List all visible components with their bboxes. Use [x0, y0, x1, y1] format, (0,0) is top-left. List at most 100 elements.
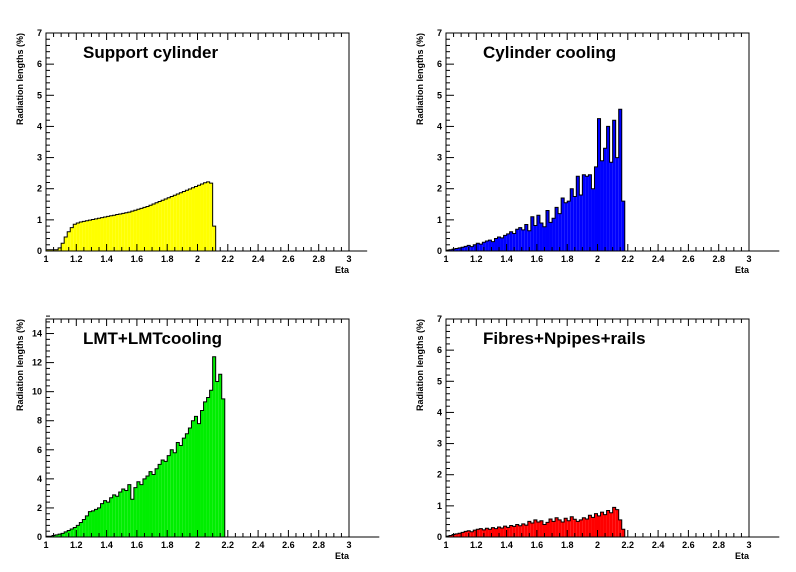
histogram-bar — [88, 511, 92, 537]
histogram-bar — [212, 356, 216, 537]
x-tick-label: 2.2 — [222, 540, 235, 550]
histogram-bar — [64, 531, 68, 537]
histogram-bar — [585, 518, 589, 537]
histogram-bar — [603, 514, 607, 537]
histogram-bar — [612, 120, 616, 251]
histogram-bar — [133, 210, 137, 251]
histogram-bar — [609, 162, 613, 251]
histogram-bar — [85, 515, 89, 537]
histogram-bar — [503, 235, 507, 251]
x-tick-label: 2.2 — [222, 254, 235, 264]
x-tick-label: 2 — [195, 540, 200, 550]
histogram-bar — [185, 433, 189, 537]
histogram-bar — [539, 520, 543, 537]
y-tick-label: 3 — [437, 439, 442, 449]
x-tick-label: 1.4 — [500, 540, 513, 550]
histogram-bar — [533, 225, 537, 251]
histogram-bar — [149, 205, 153, 251]
histogram-bar — [585, 176, 589, 251]
y-tick-label: 6 — [437, 345, 442, 355]
histogram-bar — [579, 194, 583, 251]
histogram-bar — [612, 507, 616, 537]
histogram-bar — [73, 527, 77, 537]
x-tick-label: 1.8 — [161, 254, 174, 264]
histogram-bar — [527, 230, 531, 251]
y-tick-label: 6 — [37, 59, 42, 69]
histogram-bar — [497, 236, 501, 251]
x-tick-label: 2.4 — [252, 254, 265, 264]
x-tick-label: 2.2 — [622, 254, 635, 264]
x-tick-label: 2.6 — [682, 254, 695, 264]
y-tick-label: 2 — [437, 184, 442, 194]
y-tick-label: 4 — [437, 121, 442, 131]
y-tick-label: 5 — [437, 376, 442, 386]
histogram-bar — [482, 242, 486, 251]
histogram-bar — [139, 208, 143, 251]
histogram-bar — [58, 247, 62, 251]
histogram-bar — [521, 229, 525, 251]
histogram-bar — [94, 509, 98, 537]
histogram-bar — [55, 249, 59, 251]
x-tick-label: 1.6 — [531, 540, 544, 550]
histogram-bar — [618, 519, 622, 537]
histogram-bar — [164, 461, 168, 537]
histogram-bar — [212, 226, 216, 251]
y-tick-label: 1 — [437, 215, 442, 225]
histogram-bar — [579, 519, 583, 537]
histogram-bar — [206, 181, 210, 251]
y-tick-label: 0 — [437, 532, 442, 542]
y-tick-label: 6 — [37, 445, 42, 455]
histogram-bar — [173, 452, 177, 537]
histogram-bar — [103, 217, 107, 251]
histogram-bar — [209, 183, 213, 251]
histogram-bar — [206, 397, 210, 537]
histogram-bar — [142, 207, 146, 251]
histogram-bar — [606, 510, 610, 537]
x-tick-label: 3 — [346, 540, 351, 550]
histogram-bar — [136, 481, 140, 537]
x-tick-label: 1.2 — [70, 254, 83, 264]
histogram-bar — [549, 222, 553, 251]
y-tick-label: 0 — [37, 246, 42, 256]
histogram-bar — [197, 185, 201, 251]
y-tick-label: 7 — [37, 28, 42, 38]
histogram-bar — [461, 532, 465, 537]
x-tick-label: 2.4 — [652, 540, 665, 550]
y-tick-label: 1 — [437, 501, 442, 511]
panel-title: Cylinder cooling — [483, 43, 616, 62]
histogram-bar — [470, 246, 474, 251]
histogram-bar — [58, 534, 62, 537]
x-axis-title: Eta — [335, 265, 350, 275]
histogram-bar — [55, 534, 59, 537]
histogram-bar — [115, 496, 119, 537]
histogram-bar — [621, 529, 625, 537]
histogram-bar — [491, 527, 495, 537]
histogram-bar — [458, 533, 462, 537]
histogram-bar — [558, 519, 562, 537]
y-tick-label: 5 — [37, 90, 42, 100]
histogram-bar — [455, 248, 459, 251]
x-tick-label: 1.8 — [161, 540, 174, 550]
histogram-bar — [85, 220, 89, 251]
y-tick-label: 8 — [37, 416, 42, 426]
histogram-bar — [191, 187, 195, 251]
histogram-bar — [582, 517, 586, 537]
histogram-bar — [130, 499, 134, 537]
histogram-bar — [203, 182, 207, 251]
histogram-bar — [449, 535, 453, 537]
y-axis-title: Radiation lengths (%) — [15, 319, 25, 411]
histogram-bar — [152, 203, 156, 251]
histogram-bar — [518, 227, 522, 251]
histogram-bar — [188, 428, 192, 537]
x-tick-label: 1.2 — [470, 254, 483, 264]
histogram-bar — [100, 217, 104, 251]
histogram-bar — [464, 531, 468, 537]
y-tick-label: 2 — [37, 503, 42, 513]
histogram-bar — [121, 213, 125, 251]
plot-frame — [445, 318, 750, 538]
x-tick-label: 2.2 — [622, 540, 635, 550]
histogram-bar — [555, 517, 559, 537]
histogram-bar — [473, 244, 477, 251]
x-tick-label: 2.4 — [252, 540, 265, 550]
y-axis-title: Radiation lengths (%) — [415, 319, 425, 411]
